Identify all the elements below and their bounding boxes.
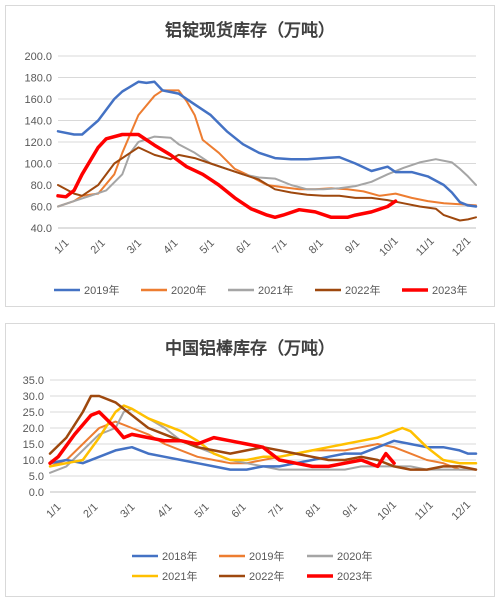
chart-svg-aluminum-rod: 0.0 5.0 10.0 15.0 20.0 25.0 30.0 35.0 1/1 2/1 3/1 4… (23, 375, 478, 583)
y-tick-label: 120.0 (24, 137, 52, 149)
legend-label: 2021年 (258, 283, 293, 297)
series-line-2022年 (48, 394, 478, 471)
x-tick-label: 9/1 (343, 237, 362, 256)
series-line-2020年 (49, 407, 477, 474)
x-tick-label: 11/1 (414, 235, 437, 258)
x-tick-label: 6/1 (229, 501, 248, 520)
y-tick-label: 200.0 (24, 51, 52, 63)
series-line-2019年 (56, 80, 478, 208)
x-tick-label: 8/1 (307, 237, 326, 256)
chart-svg-aluminum-ingot: 40.0 60.0 80.0 100.0 120.0 140.0 160.0 180.0 200… (24, 51, 478, 297)
chart-title: 铝锭现货库存（万吨） (165, 21, 335, 40)
legend-label: 2023年 (432, 283, 467, 297)
y-tick-label: 100.0 (24, 159, 52, 171)
x-tick-label: 7/1 (270, 237, 289, 256)
y-tick-label: 30.0 (23, 391, 44, 403)
x-tick-label: 4/1 (161, 237, 180, 256)
series-line-2022年 (57, 146, 477, 222)
series-line-2018年 (48, 439, 478, 471)
y-tick-label: 80.0 (31, 180, 52, 192)
x-tick-label: 1/1 (52, 237, 71, 256)
x-tick-label: 12/1 (450, 235, 474, 259)
x-tick-label: 5/1 (198, 237, 217, 256)
series-line-2019年 (49, 420, 477, 471)
x-tick-label: 11/1 (413, 499, 436, 522)
legend-label: 2019年 (84, 283, 119, 297)
y-tick-label: 140.0 (24, 116, 52, 128)
series-line-2023年 (48, 410, 396, 469)
x-tick-label: 2/1 (89, 237, 108, 256)
x-tick-label: 2/1 (81, 501, 100, 520)
legend-label: 2023年 (337, 569, 372, 583)
y-tick-label: 40.0 (31, 223, 52, 235)
x-tick-label: 10/1 (375, 499, 399, 523)
series-line-2020年 (57, 89, 477, 208)
legend-label: 2021年 (162, 569, 197, 583)
x-tick-label: 7/1 (266, 501, 285, 520)
chart-title: 中国铝棒库存（万吨） (165, 339, 335, 358)
x-tick-label: 12/1 (450, 499, 474, 523)
x-tick-label: 1/1 (44, 501, 63, 520)
series-line-2023年 (56, 132, 398, 220)
y-tick-label: 160.0 (24, 94, 52, 106)
legend-label: 2022年 (249, 569, 284, 583)
x-tick-label: 8/1 (304, 501, 323, 520)
y-tick-label: 15.0 (23, 439, 44, 451)
y-tick-label: 10.0 (23, 455, 44, 467)
legend-label: 2019年 (249, 549, 284, 563)
series-line-2021年 (48, 404, 478, 468)
x-tick-label: 5/1 (192, 501, 211, 520)
y-tick-label: 0.0 (29, 487, 44, 499)
x-tick-label: 3/1 (125, 237, 144, 256)
y-tick-label: 180.0 (24, 73, 52, 85)
x-tick-label: 10/1 (377, 235, 401, 259)
y-tick-label: 20.0 (23, 423, 44, 435)
chart-panel-aluminum-rod: 中国铝棒库存（万吨） 0.0 5.0 10.0 15.0 20.0 25.0 30.0 35.… (5, 323, 495, 597)
x-tick-label: 6/1 (234, 237, 253, 256)
legend-label: 2020年 (337, 549, 372, 563)
x-tick-label: 4/1 (155, 501, 174, 520)
y-tick-label: 25.0 (23, 407, 44, 419)
x-tick-label: 9/1 (341, 501, 360, 520)
x-tick-label: 3/1 (118, 501, 137, 520)
chart-panel-aluminum-ingot: 铝锭现货库存（万吨） 40.0 60.0 80.0 100.0 120.0 140.0 16… (5, 5, 495, 307)
y-tick-label: 60.0 (31, 202, 52, 214)
legend-label: 2022年 (345, 283, 380, 297)
y-tick-label: 35.0 (23, 375, 44, 387)
series-line-2021年 (57, 135, 477, 208)
y-tick-label: 5.0 (29, 471, 44, 483)
legend-label: 2018年 (162, 549, 197, 563)
legend-label: 2020年 (171, 283, 206, 297)
